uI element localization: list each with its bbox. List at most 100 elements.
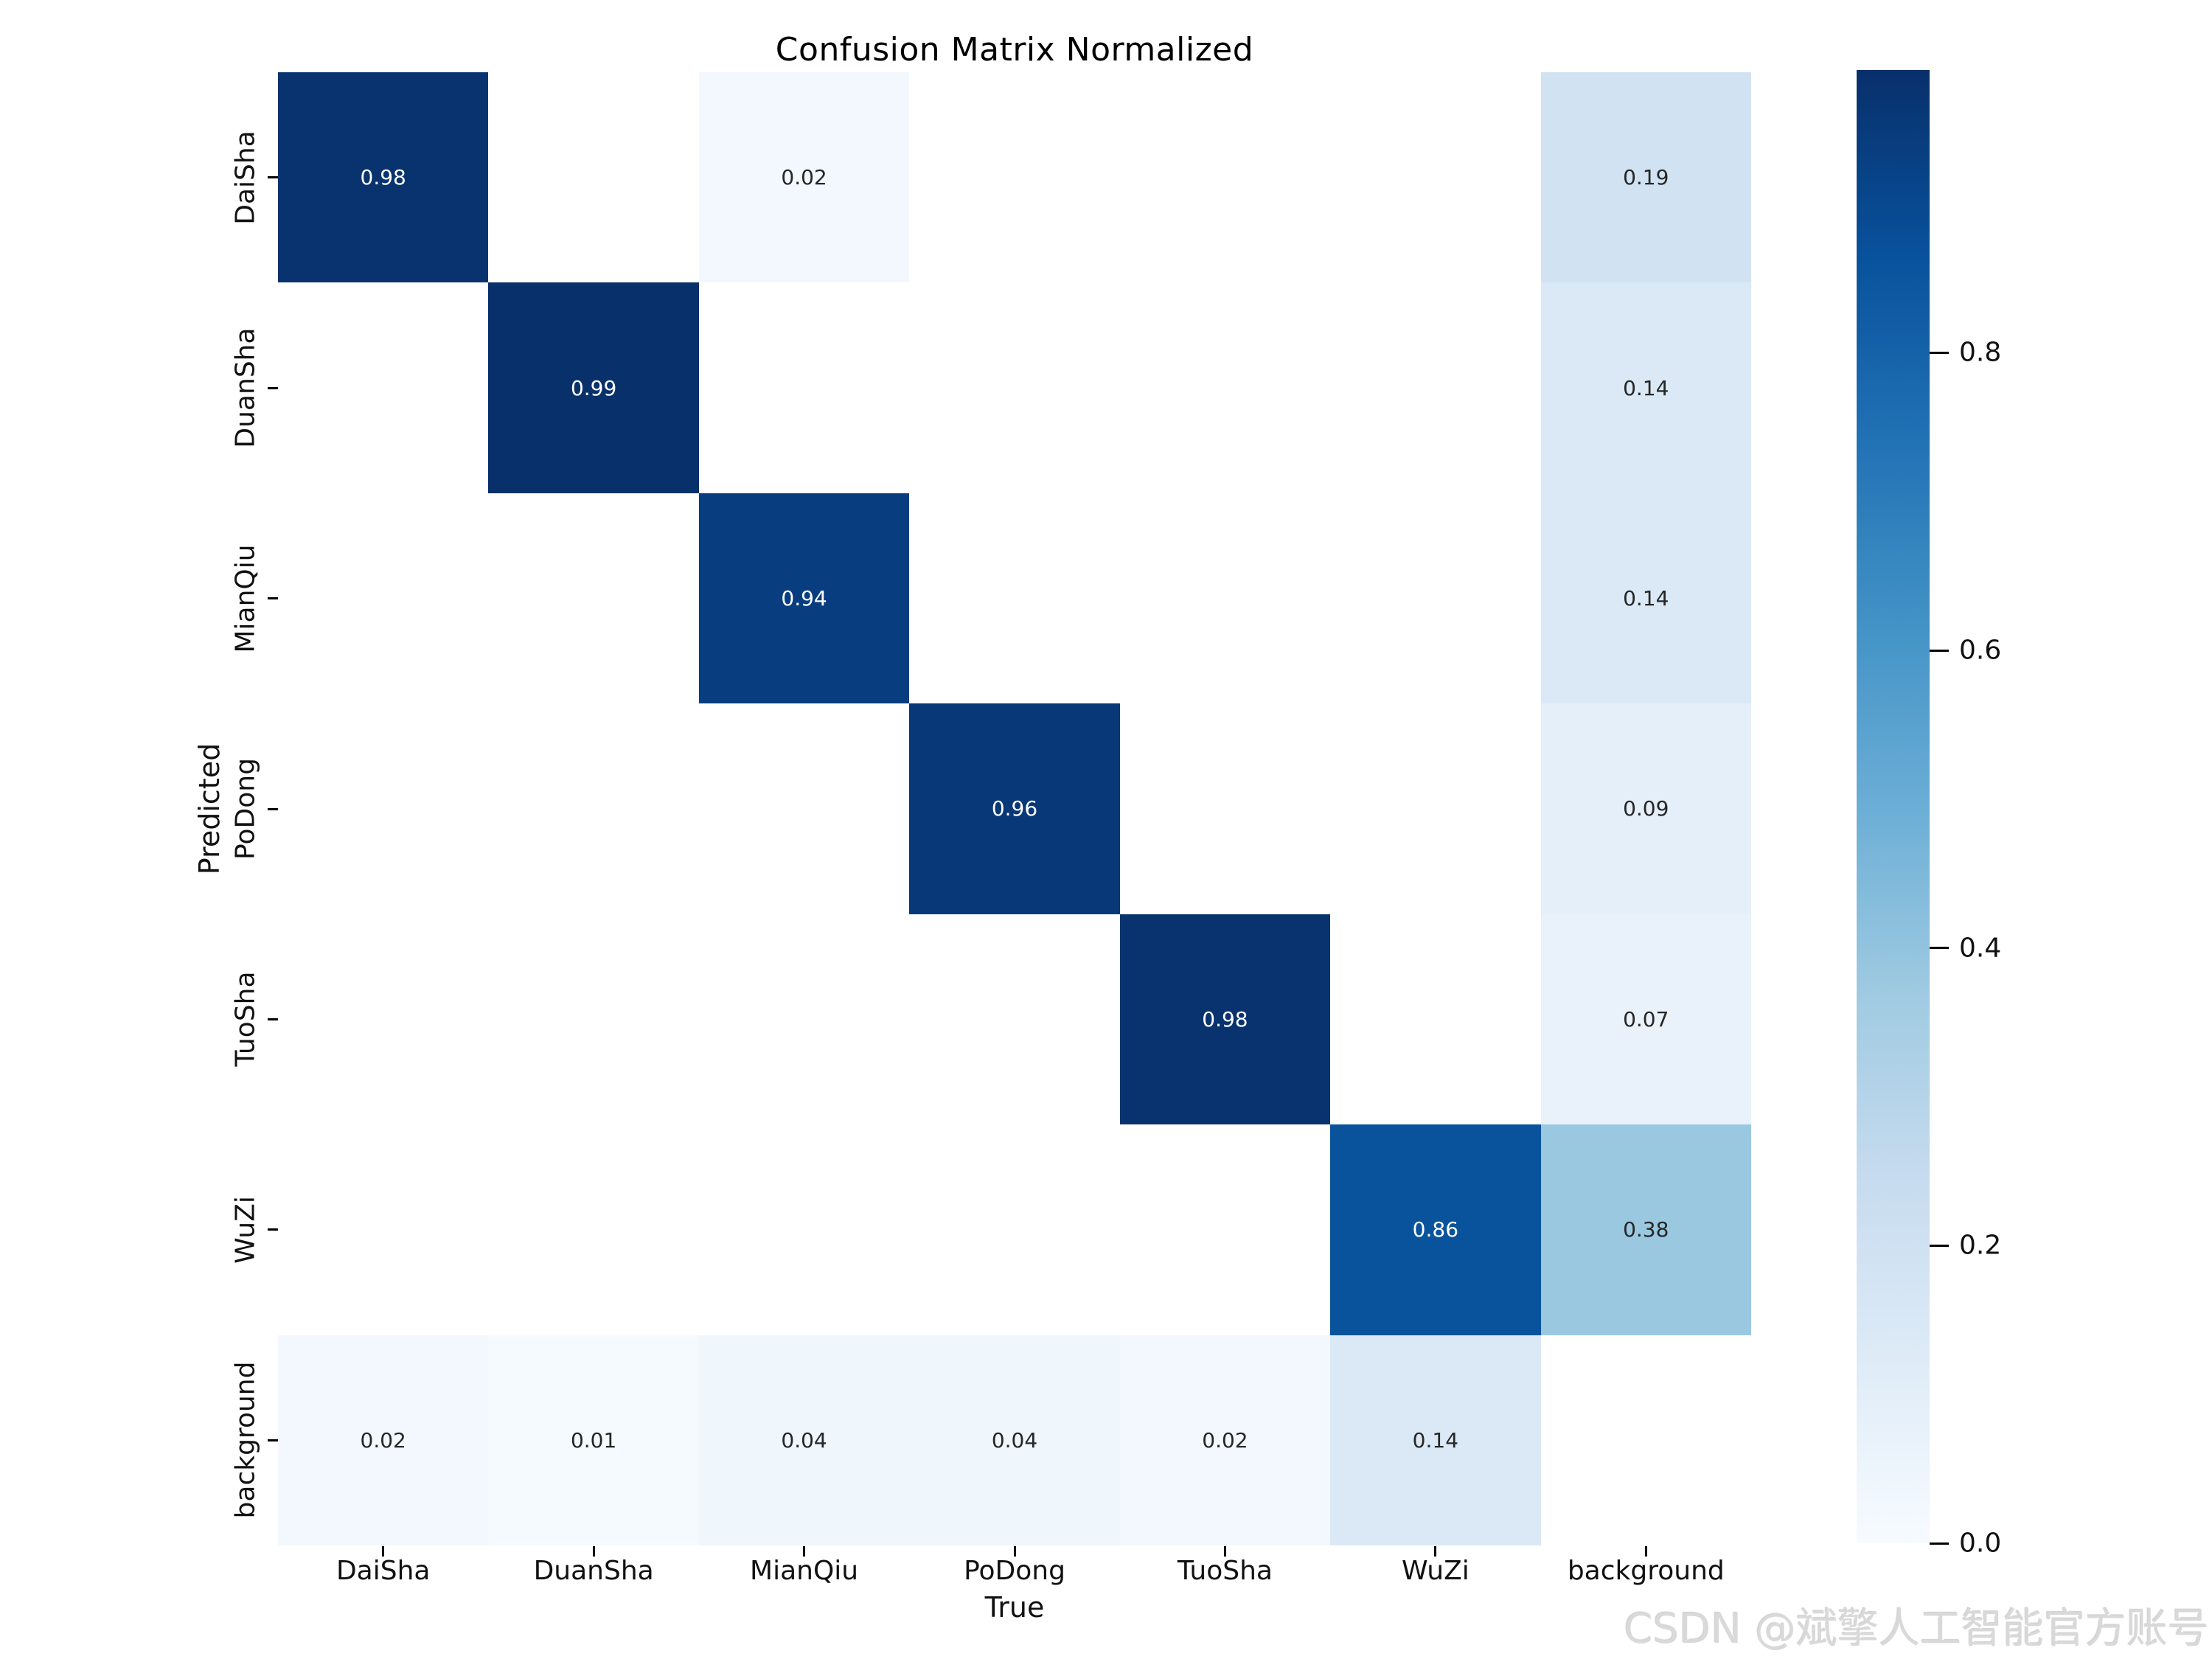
- x-tick-mark: [1434, 1546, 1437, 1557]
- heatmap-cell: [278, 1124, 489, 1335]
- cell-value: 0.96: [991, 796, 1038, 821]
- cell-value: 0.99: [570, 375, 617, 400]
- heatmap-cell: [698, 1124, 910, 1335]
- x-tick-mark: [382, 1546, 385, 1557]
- heatmap-cell: 0.98: [278, 72, 489, 283]
- heatmap-cell: [278, 282, 489, 493]
- cell-value: 0.98: [360, 165, 406, 190]
- heatmap-cell: [488, 914, 699, 1125]
- heatmap-cell: [1540, 1335, 1751, 1545]
- cell-value: 0.02: [360, 1427, 406, 1453]
- cell-value: 0.86: [1412, 1217, 1459, 1242]
- heatmap-cell: 0.86: [1330, 1124, 1541, 1335]
- heatmap-cell: 0.09: [1540, 703, 1751, 914]
- cell-value: 0.38: [1623, 1217, 1669, 1242]
- x-tick-mark: [803, 1546, 806, 1557]
- x-tick-label: TuoSha: [1177, 1556, 1273, 1586]
- heatmap-cell: [488, 703, 699, 914]
- heatmap-cell: [278, 703, 489, 914]
- x-tick-mark: [592, 1546, 595, 1557]
- x-tick-label: MianQiu: [750, 1556, 859, 1586]
- colorbar-gradient: [1857, 70, 1930, 1543]
- y-tick-label: DaiSha: [230, 130, 261, 225]
- cell-value: 0.14: [1623, 586, 1669, 611]
- colorbar-tick-mark: [1930, 1244, 1949, 1247]
- heatmap-cell: [1119, 1124, 1331, 1335]
- heatmap-cell: [909, 914, 1120, 1125]
- heatmap-cell: 0.19: [1540, 72, 1751, 283]
- heatmap-cell: 0.14: [1540, 493, 1751, 704]
- heatmap-cell: [1330, 703, 1541, 914]
- heatmap-cell: 0.98: [1119, 914, 1331, 1125]
- heatmap-cell: 0.38: [1540, 1124, 1751, 1335]
- cell-value: 0.94: [781, 586, 827, 611]
- heatmap-cell: 0.01: [488, 1335, 699, 1545]
- heatmap-cell: [909, 493, 1120, 704]
- heatmap-cell: 0.96: [909, 703, 1120, 914]
- y-tick-label: DuanSha: [230, 327, 261, 448]
- heatmap-cell: [698, 914, 910, 1125]
- y-tick-mark: [268, 807, 278, 810]
- heatmap-cell: 0.02: [698, 72, 910, 283]
- heatmap-cell: [1119, 282, 1331, 493]
- cell-value: 0.02: [1202, 1427, 1248, 1453]
- y-tick-label: background: [230, 1361, 261, 1519]
- y-tick-label: MianQiu: [230, 544, 261, 653]
- cell-value: 0.02: [781, 165, 827, 190]
- colorbar-tick-mark: [1930, 649, 1949, 652]
- colorbar-tick-label: 0.8: [1959, 337, 2002, 368]
- y-tick-mark: [268, 176, 278, 179]
- cell-value: 0.14: [1412, 1427, 1459, 1453]
- heatmap-cell: [488, 72, 699, 283]
- colorbar-tick-mark: [1930, 1542, 1949, 1545]
- heatmap-cell: [698, 282, 910, 493]
- heatmap-cell: [488, 493, 699, 704]
- watermark: CSDN @斌擎人工智能官方账号: [1624, 1605, 2209, 1653]
- heatmap-cell: [278, 914, 489, 1125]
- heatmap-cell: [698, 703, 910, 914]
- heatmap-cell: 0.99: [488, 282, 699, 493]
- x-tick-mark: [1644, 1546, 1647, 1557]
- y-tick-label: TuoSha: [230, 971, 261, 1067]
- colorbar-tick-label: 0.6: [1959, 635, 2002, 666]
- heatmap-cell: [909, 282, 1120, 493]
- y-tick-mark: [268, 1439, 278, 1441]
- cell-value: 0.07: [1623, 1006, 1669, 1032]
- heatmap-cell: [909, 72, 1120, 283]
- cell-value: 0.09: [1623, 796, 1669, 821]
- y-tick-mark: [268, 386, 278, 389]
- y-tick-mark: [268, 597, 278, 600]
- colorbar-tick-mark: [1930, 947, 1949, 950]
- x-tick-label: DuanSha: [533, 1556, 654, 1586]
- cell-value: 0.04: [991, 1427, 1038, 1453]
- x-tick-label: DaiSha: [335, 1556, 431, 1586]
- heatmap-cell: 0.14: [1540, 282, 1751, 493]
- y-tick-label: WuZi: [230, 1195, 261, 1264]
- heatmap-cell: [1119, 703, 1331, 914]
- x-tick-label: PoDong: [964, 1556, 1065, 1586]
- heatmap-cell: 0.07: [1540, 914, 1751, 1125]
- cell-value: 0.04: [781, 1427, 827, 1453]
- y-tick-label: PoDong: [230, 758, 261, 860]
- x-tick-label: background: [1567, 1556, 1725, 1586]
- colorbar-tick-mark: [1930, 351, 1949, 354]
- heatmap-cell: 0.04: [698, 1335, 910, 1545]
- heatmap-grid: 0.98 0.02 0.19 0.99 0.14 0.94 0.14 0.96 0.09 0.98…: [278, 72, 1751, 1545]
- heatmap-cell: 0.02: [1119, 1335, 1331, 1545]
- heatmap-cell: 0.04: [909, 1335, 1120, 1545]
- heatmap-cell: [1330, 72, 1541, 283]
- colorbar-tick-label: 0.2: [1959, 1230, 2002, 1261]
- heatmap-cell: [278, 493, 489, 704]
- colorbar-tick-label: 0.4: [1959, 933, 2002, 964]
- heatmap-cell: 0.02: [278, 1335, 489, 1545]
- heatmap-cell: [1330, 914, 1541, 1125]
- cell-value: 0.19: [1623, 165, 1669, 190]
- y-axis-label: Predicted: [193, 742, 226, 875]
- heatmap-cell: 0.14: [1330, 1335, 1541, 1545]
- heatmap-cell: [488, 1124, 699, 1335]
- cell-value: 0.01: [570, 1427, 617, 1453]
- x-tick-label: WuZi: [1401, 1556, 1470, 1586]
- x-tick-mark: [1223, 1546, 1226, 1557]
- heatmap-cell: 0.94: [698, 493, 910, 704]
- y-tick-mark: [268, 1228, 278, 1231]
